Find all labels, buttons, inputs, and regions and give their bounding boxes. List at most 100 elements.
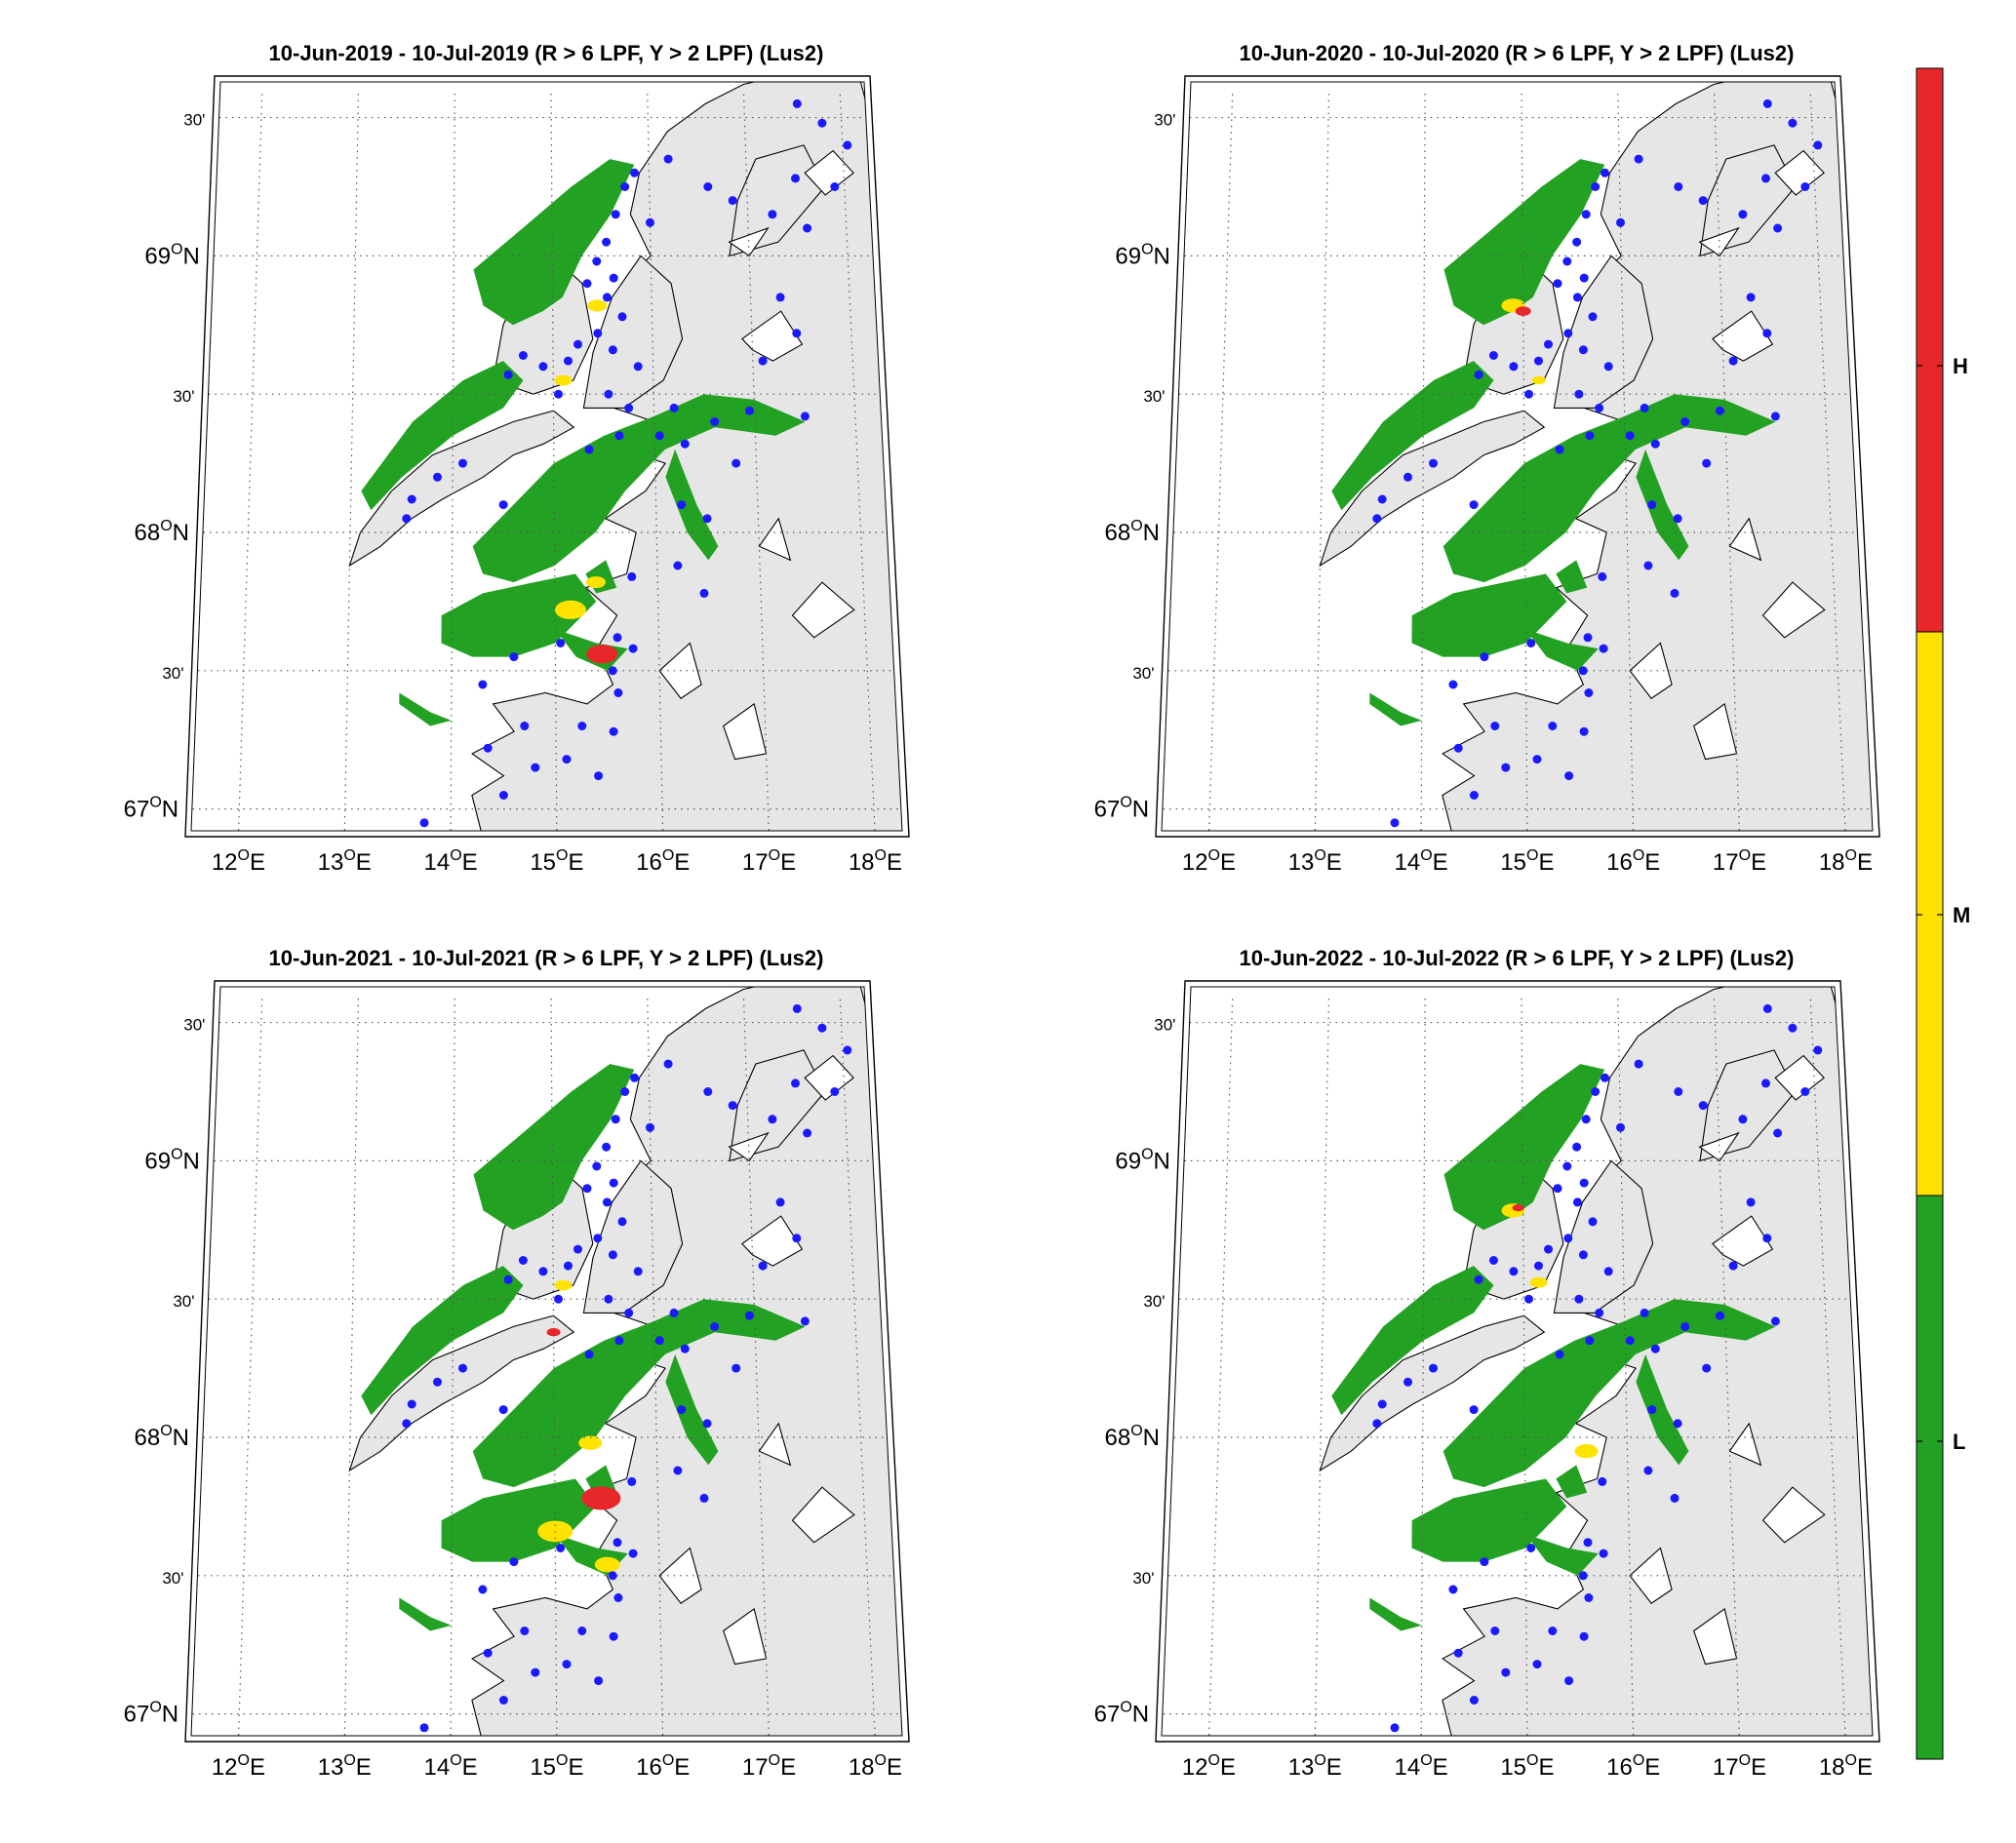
station-marker: [630, 1073, 639, 1082]
station-marker: [663, 154, 673, 164]
station-marker: [1579, 1631, 1589, 1641]
station-marker: [663, 1059, 673, 1069]
station-marker: [593, 1234, 603, 1243]
station-marker: [1579, 1178, 1589, 1188]
lake: [1761, 581, 1826, 639]
station-marker: [407, 494, 416, 504]
station-marker: [1650, 439, 1660, 449]
station-marker: [520, 1627, 530, 1635]
station-marker: [531, 1667, 540, 1677]
station-marker: [731, 1363, 741, 1373]
station-marker: [703, 182, 713, 191]
map-panel-2022: 10-Jun-2022 - 10-Jul-2022 (R > 6 LPF, Y …: [1094, 946, 1880, 1781]
station-marker: [614, 1336, 624, 1346]
lon-label: 14OE: [1395, 847, 1448, 876]
station-marker: [584, 445, 594, 454]
station-marker: [654, 1336, 664, 1346]
station-marker: [1773, 223, 1783, 233]
station-marker: [573, 1244, 582, 1254]
station-marker: [613, 1538, 622, 1548]
station-marker: [830, 182, 840, 191]
station-marker: [594, 1676, 604, 1686]
station-marker: [1591, 1087, 1601, 1096]
zone-high: [586, 645, 618, 664]
station-marker: [554, 1294, 563, 1304]
station-marker: [1650, 1344, 1660, 1353]
station-marker: [654, 431, 664, 441]
map-content: [191, 82, 902, 831]
station-marker: [817, 118, 827, 128]
meridian: [550, 995, 558, 1736]
lake: [1761, 1486, 1826, 1544]
station-marker: [1553, 279, 1562, 289]
meridian: [1314, 995, 1330, 1736]
meridian: [550, 90, 558, 831]
lon-label: 16OE: [1606, 847, 1660, 876]
station-marker: [669, 1308, 679, 1317]
lon-label: 15OE: [1500, 1752, 1554, 1781]
lat-label: 30': [1143, 387, 1165, 406]
station-marker: [817, 1023, 827, 1033]
station-marker: [792, 1003, 802, 1013]
station-marker: [1372, 1419, 1382, 1429]
lat-label: 30': [173, 1292, 194, 1311]
station-marker: [1563, 329, 1573, 338]
panel-title: 10-Jun-2019 - 10-Jul-2019 (R > 6 LPF, Y …: [269, 41, 824, 65]
station-marker: [1581, 210, 1591, 219]
station-marker: [483, 1648, 493, 1658]
zone-high: [1515, 306, 1531, 316]
station-marker: [768, 1115, 777, 1124]
station-marker: [624, 403, 634, 412]
station-marker: [1488, 1256, 1498, 1265]
station-marker: [402, 1419, 412, 1429]
lat-label: 69ON: [144, 241, 200, 269]
station-marker: [1574, 1294, 1584, 1304]
station-marker: [1578, 1250, 1588, 1260]
station-marker: [702, 1419, 712, 1429]
station-marker: [630, 168, 639, 177]
station-marker: [1770, 1316, 1780, 1326]
station-marker: [1673, 1419, 1682, 1429]
station-marker: [592, 256, 602, 266]
zone-medium: [578, 1435, 603, 1450]
lat-label: 30': [183, 1016, 205, 1035]
station-marker: [1634, 154, 1643, 164]
zone-high: [1512, 1204, 1524, 1212]
map-content: [1162, 82, 1873, 831]
station-marker: [1453, 1648, 1463, 1658]
zone-low: [1525, 629, 1599, 671]
station-marker: [458, 458, 467, 468]
map-panel-2021: 10-Jun-2021 - 10-Jul-2021 (R > 6 LPF, Y …: [124, 946, 910, 1781]
lat-label: 30': [1154, 1016, 1175, 1035]
station-marker: [1762, 1234, 1772, 1243]
station-marker: [478, 680, 488, 689]
lon-label: 12OE: [212, 847, 265, 876]
zone-medium: [1574, 1444, 1599, 1459]
colorbar-label-medium: M: [1953, 903, 1970, 927]
station-marker: [582, 279, 592, 289]
station-marker: [803, 1128, 812, 1138]
zone-low: [441, 573, 597, 657]
lon-label: 17OE: [742, 847, 796, 876]
lat-label: 69ON: [1115, 241, 1170, 269]
station-marker: [498, 500, 508, 510]
station-marker: [710, 1322, 720, 1331]
station-marker: [509, 1557, 519, 1567]
station-marker: [1599, 644, 1608, 653]
lat-label: 30': [162, 664, 183, 683]
meridian: [647, 995, 664, 1736]
zone-medium: [587, 299, 608, 312]
station-marker: [699, 1493, 709, 1503]
station-marker: [433, 1377, 442, 1387]
station-marker: [1544, 339, 1553, 349]
zone-medium: [586, 576, 606, 589]
station-marker: [830, 1087, 840, 1096]
zone-low: [1331, 1266, 1494, 1416]
meridian: [1420, 90, 1426, 831]
station-marker: [1544, 1244, 1553, 1254]
station-marker: [1555, 1350, 1564, 1359]
meridian: [1617, 995, 1635, 1736]
station-marker: [1390, 818, 1400, 828]
station-marker: [1680, 417, 1690, 426]
lake: [804, 149, 854, 196]
